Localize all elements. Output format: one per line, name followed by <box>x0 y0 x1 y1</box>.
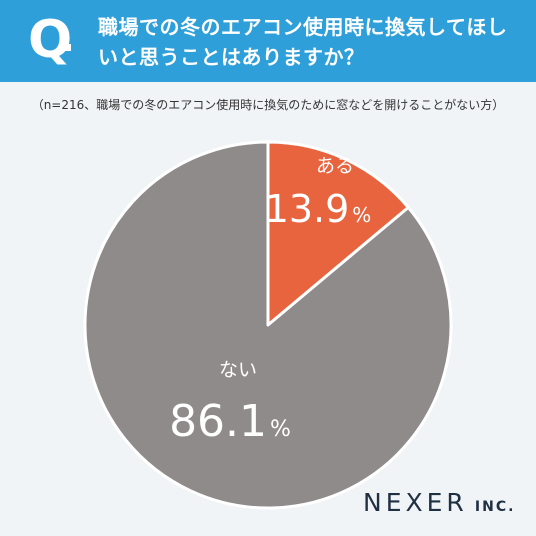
slice-label-no: ない <box>219 359 257 381</box>
q-mark: Q <box>28 10 73 70</box>
sample-note: （n=216、職場での冬のエアコン使用時に換気のために窓などを開けることがない方… <box>31 98 505 112</box>
pie-slice-no <box>83 140 453 510</box>
question-text: 職場での冬のエアコン使用時に換気してほしいと思うことはありますか？ <box>98 15 508 69</box>
slice-label-yes: ある <box>316 155 354 177</box>
q-dot <box>64 44 71 51</box>
slice-value-no: 86.1% <box>169 396 291 447</box>
slice-value-yes: 13.9% <box>265 187 372 231</box>
logo-main: NEXER <box>363 488 468 517</box>
question-header: Q 職場での冬のエアコン使用時に換気してほしいと思うことはありますか？ <box>0 0 536 82</box>
pie-slice-yes <box>266 140 410 327</box>
logo-sub: INC. <box>474 499 516 515</box>
nexer-logo: NEXER INC. <box>363 488 515 517</box>
